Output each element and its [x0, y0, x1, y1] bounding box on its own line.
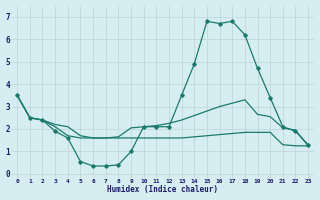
X-axis label: Humidex (Indice chaleur): Humidex (Indice chaleur) — [107, 185, 218, 194]
